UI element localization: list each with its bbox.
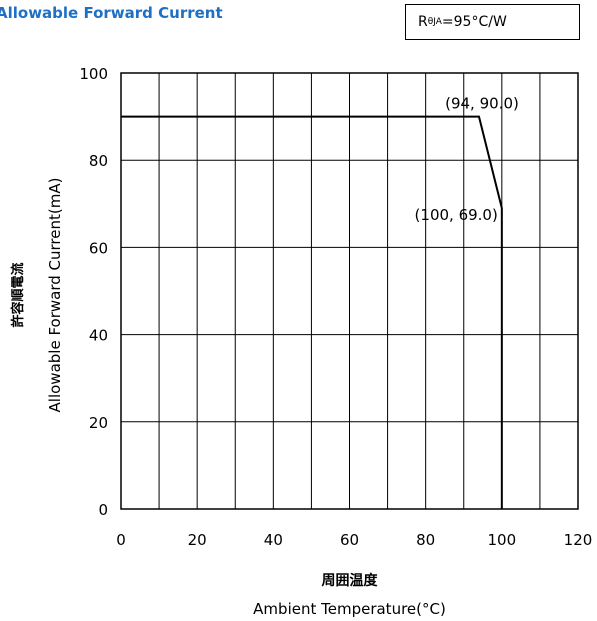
- annotation-label: (100, 69.0): [415, 206, 498, 224]
- x-tick-label: 120: [564, 531, 593, 549]
- y-axis-label-jp: 許容順電流: [10, 262, 26, 327]
- x-tick-label: 20: [188, 531, 207, 549]
- annotation-label: (94, 90.0): [445, 95, 519, 113]
- x-tick-label: 100: [488, 531, 517, 549]
- x-tick-label: 80: [416, 531, 435, 549]
- x-tick-labels: 0 20 40 60 80 100 120: [116, 531, 592, 549]
- thermal-resistance-symbol: R: [418, 14, 428, 30]
- thermal-resistance-value: =95°C/W: [441, 14, 507, 30]
- y-tick-label: 60: [89, 239, 108, 257]
- x-tick-label: 60: [340, 531, 359, 549]
- x-tick-label: 0: [116, 531, 126, 549]
- chart-title: Allowable Forward Current: [0, 4, 223, 22]
- y-tick-labels: 0 20 40 60 80 100: [79, 65, 108, 519]
- series-line: [121, 115, 503, 509]
- plot-frame: [120, 72, 579, 510]
- annotations: (94, 90.0) (100, 69.0): [415, 95, 519, 225]
- y-tick-label: 20: [89, 414, 108, 432]
- thermal-resistance-subscript: θJA: [427, 17, 442, 27]
- grid-lines: [121, 73, 578, 509]
- y-tick-label: 40: [89, 327, 108, 345]
- y-tick-label: 0: [98, 501, 108, 519]
- x-axis-label-jp: 周囲温度: [322, 572, 379, 589]
- y-tick-label: 80: [89, 152, 108, 170]
- x-tick-label: 40: [264, 531, 283, 549]
- series-layer: [121, 115, 503, 509]
- x-axis-label: Ambient Temperature(°C): [253, 600, 446, 618]
- y-tick-label: 100: [79, 65, 108, 83]
- y-axis-label: Allowable Forward Current(mA): [46, 178, 64, 413]
